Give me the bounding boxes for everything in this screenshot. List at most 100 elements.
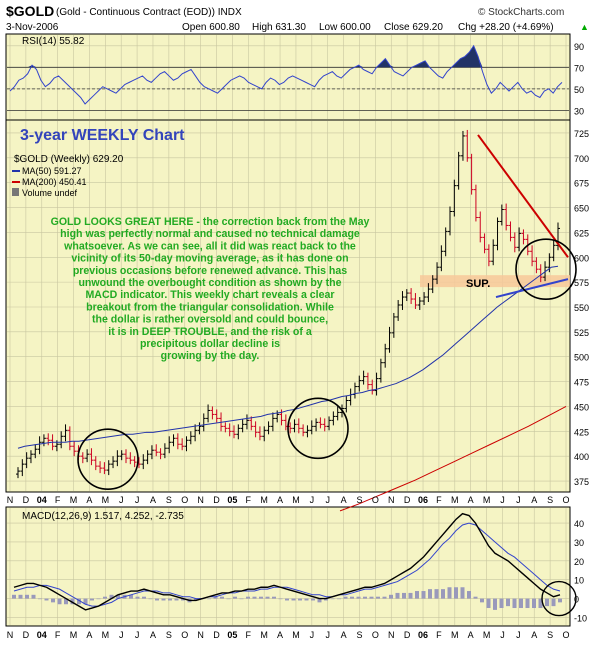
macd-histogram-bar bbox=[109, 594, 114, 599]
header-close: Close 629.20 bbox=[384, 22, 443, 33]
macd-histogram-bar bbox=[129, 594, 133, 599]
x-tick-label: 04 bbox=[37, 630, 47, 640]
x-tick-label: N bbox=[7, 630, 14, 640]
x-tick-label: A bbox=[277, 630, 283, 640]
x-tick-label: F bbox=[55, 630, 61, 640]
macd-y-tick-label: 20 bbox=[574, 557, 584, 567]
macd-y-tick-label: 0 bbox=[574, 595, 579, 605]
macd-histogram-bar bbox=[18, 594, 23, 599]
macd-histogram-bar bbox=[486, 598, 491, 609]
price-y-tick-label: 625 bbox=[574, 228, 589, 238]
macd-histogram-bar bbox=[252, 596, 257, 599]
macd-layer bbox=[12, 512, 577, 617]
axis-layer: NNDD0404FFMMAAMMJJJJAASSOONNDD0505FFMMAA… bbox=[7, 42, 589, 640]
macd-histogram-bar bbox=[545, 598, 549, 607]
x-tick-label: F bbox=[436, 630, 442, 640]
x-tick-label: N bbox=[388, 630, 395, 640]
x-tick-label: N bbox=[197, 630, 204, 640]
macd-histogram-bar bbox=[44, 598, 49, 601]
rsi-series-line bbox=[9, 44, 563, 105]
x-tick-label: M bbox=[260, 495, 268, 505]
support-label: SUP. bbox=[466, 278, 490, 290]
price-y-tick-label: 375 bbox=[574, 477, 589, 487]
legend-ma50: MA(50) 591.27 bbox=[22, 166, 82, 176]
macd-histogram-bar bbox=[519, 598, 523, 609]
x-tick-label: D bbox=[213, 495, 220, 505]
macd-histogram-bar bbox=[389, 594, 393, 599]
macd-histogram-bar bbox=[64, 598, 68, 605]
macd-histogram-bar bbox=[265, 596, 270, 599]
macd-histogram-bar bbox=[12, 594, 16, 599]
macd-highlight-circle bbox=[541, 580, 577, 617]
x-tick-label: J bbox=[119, 630, 124, 640]
macd-histogram-bar bbox=[473, 596, 478, 599]
x-tick-label: O bbox=[372, 630, 379, 640]
x-tick-label: A bbox=[150, 495, 156, 505]
macd-histogram-bar bbox=[350, 596, 354, 599]
macd-histogram-bar bbox=[499, 598, 504, 609]
macd-histogram-bar bbox=[382, 596, 387, 599]
macd-histogram-bar bbox=[90, 598, 94, 601]
price-y-tick-label: 650 bbox=[574, 204, 589, 214]
macd-histogram-bar bbox=[57, 598, 62, 605]
triangle-lower-trendline bbox=[495, 278, 569, 299]
price-y-tick-label: 700 bbox=[574, 154, 589, 164]
macd-histogram-bar bbox=[395, 592, 400, 599]
macd-histogram-bar bbox=[343, 596, 348, 599]
ma200-line bbox=[339, 406, 567, 512]
x-tick-label: J bbox=[310, 495, 315, 505]
rsi-panel bbox=[5, 33, 571, 121]
header-high: High 631.30 bbox=[252, 22, 306, 33]
macd-histogram-bar bbox=[421, 591, 426, 599]
macd-histogram-bar bbox=[434, 589, 439, 599]
legend-volume-swatch bbox=[12, 188, 19, 196]
header-description: (Gold - Continuous Contract (EOD)) INDX bbox=[56, 7, 242, 18]
annotation-line: breakout from the triangular consolidati… bbox=[86, 301, 334, 313]
macd-histogram-bar bbox=[317, 598, 322, 603]
header-credit: © StockCharts.com bbox=[478, 7, 564, 18]
price-y-tick-label: 400 bbox=[574, 452, 589, 462]
macd-histogram-bar bbox=[213, 596, 218, 599]
macd-histogram-bar bbox=[376, 596, 380, 599]
annotation-line: unwound the overbought condition as show… bbox=[78, 277, 341, 289]
x-tick-label: D bbox=[404, 495, 411, 505]
x-tick-label: J bbox=[325, 630, 330, 640]
macd-histogram-bar bbox=[77, 598, 81, 605]
x-tick-label: M bbox=[260, 630, 268, 640]
support-zone-band bbox=[420, 275, 570, 288]
price-layer bbox=[16, 129, 577, 512]
rsi-y-tick-label: 70 bbox=[574, 63, 584, 73]
price-y-tick-label: 425 bbox=[574, 427, 589, 437]
macd-histogram-bar bbox=[415, 591, 419, 599]
x-tick-label: J bbox=[135, 630, 140, 640]
x-tick-label: F bbox=[55, 495, 61, 505]
price-title: $GOLD (Weekly) 629.20 bbox=[14, 154, 124, 165]
x-tick-label: A bbox=[468, 495, 474, 505]
x-tick-label: S bbox=[547, 630, 553, 640]
highlight-circle bbox=[77, 428, 139, 490]
macd-histogram-bar bbox=[135, 596, 140, 599]
price-y-tick-label: 450 bbox=[574, 402, 589, 412]
macd-histogram-bar bbox=[551, 598, 556, 607]
macd-histogram-bar bbox=[142, 596, 146, 599]
macd-histogram-bar bbox=[512, 598, 517, 609]
annotation-text: GOLD LOOKS GREAT HERE - the correction b… bbox=[51, 216, 370, 362]
macd-histogram-bar bbox=[161, 598, 166, 601]
macd-histogram-bar bbox=[246, 596, 250, 599]
macd-histogram-bar bbox=[330, 598, 335, 600]
macd-y-tick-label: -10 bbox=[574, 613, 587, 623]
x-tick-label: J bbox=[135, 495, 140, 505]
x-tick-label: A bbox=[341, 630, 347, 640]
header-change: Chg +28.20 (+4.69%) bbox=[458, 22, 554, 33]
header-change-arrow: ▲ bbox=[580, 22, 589, 32]
x-tick-label: A bbox=[468, 630, 474, 640]
price-y-tick-label: 575 bbox=[574, 278, 589, 288]
x-tick-label: A bbox=[531, 630, 537, 640]
macd-histogram-bar bbox=[337, 598, 341, 600]
macd-histogram-bar bbox=[538, 598, 543, 609]
rsi-y-tick-label: 50 bbox=[574, 85, 584, 95]
macd-histogram-bar bbox=[239, 598, 244, 600]
x-tick-label: A bbox=[86, 630, 92, 640]
x-tick-label: O bbox=[562, 495, 569, 505]
x-tick-label: M bbox=[70, 630, 78, 640]
